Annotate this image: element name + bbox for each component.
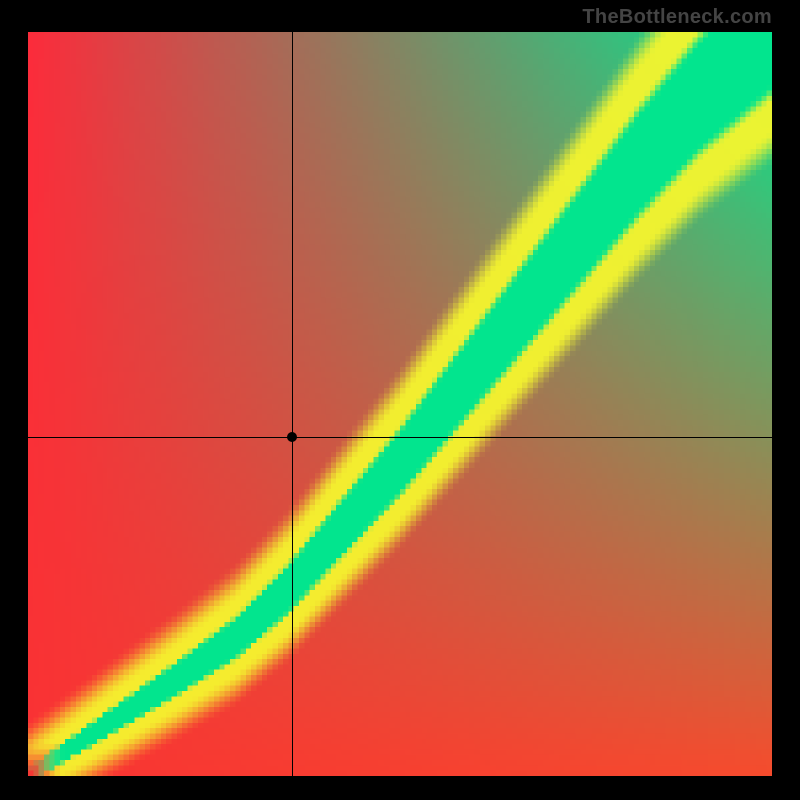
- crosshair-horizontal: [28, 437, 772, 438]
- heatmap-canvas: [28, 32, 772, 776]
- heatmap-plot-area: [28, 32, 772, 776]
- crosshair-vertical: [292, 32, 293, 776]
- bottleneck-marker-point: [287, 432, 297, 442]
- watermark-text: TheBottleneck.com: [582, 6, 772, 29]
